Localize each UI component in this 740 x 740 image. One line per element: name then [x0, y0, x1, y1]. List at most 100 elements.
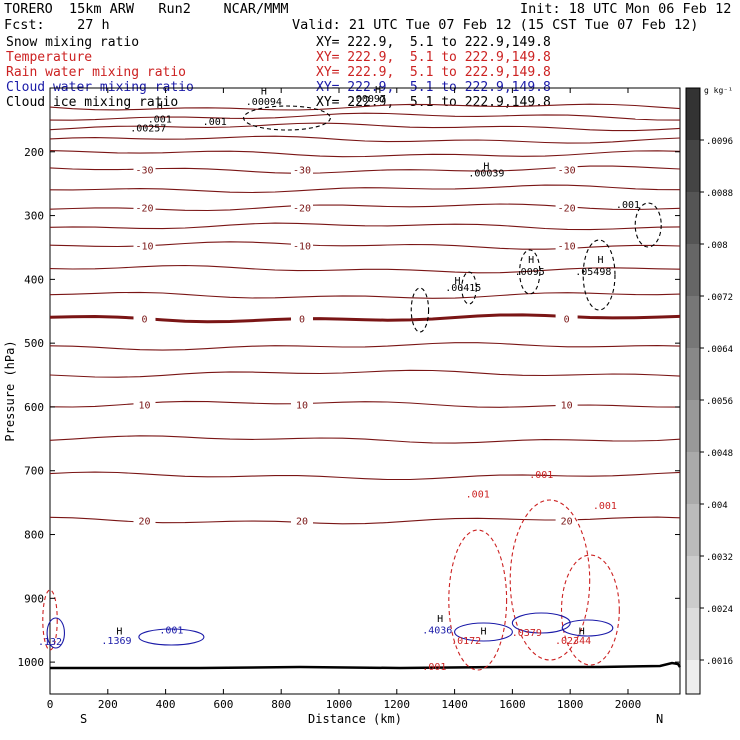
cloud-contour	[454, 622, 513, 642]
contour-value-label: .001	[616, 200, 640, 211]
isotherm-label-bg	[133, 312, 156, 324]
contour-value-label: .00039	[468, 169, 504, 180]
isotherm-line	[49, 222, 681, 231]
colorbar-segment	[686, 192, 700, 244]
isotherm-label-bg	[291, 398, 313, 410]
cloud-contour	[561, 619, 614, 637]
isotherm-label-bg	[555, 514, 578, 526]
contour-value-label: .001	[593, 501, 617, 512]
cloud-contour	[511, 612, 571, 634]
colorbar-segment	[686, 400, 700, 452]
x-axis-north-label: N	[656, 712, 663, 726]
contour-value-label: .0379	[512, 628, 542, 639]
isotherm-label: 0	[299, 314, 305, 325]
isotherm-label: 0	[564, 314, 570, 325]
colorbar-segment	[686, 348, 700, 400]
field-temp-xy: XY= 222.9, 5.1 to 222.9,149.8	[316, 50, 551, 65]
colorbar-tick-label: .0032	[706, 553, 733, 563]
colorbar-tick-label: .004	[706, 501, 728, 511]
contour-value-label: .00094	[246, 97, 282, 108]
colorbar-segment	[686, 244, 700, 296]
contour-value-label: .00257	[130, 123, 166, 134]
maximum-marker: H	[579, 627, 585, 638]
y-tick-label: 500	[24, 337, 44, 350]
maximum-marker: H	[375, 85, 381, 96]
terrain-line	[50, 661, 682, 670]
colorbar-tick-label: .0088	[706, 189, 733, 199]
colorbar-segment	[686, 296, 700, 348]
cloud-contour	[582, 239, 616, 311]
isotherm-label: -10	[135, 242, 153, 253]
maximum-marker: H	[480, 627, 486, 638]
isotherm-label: 20	[296, 516, 308, 527]
isotherm-label: -20	[558, 203, 576, 214]
cloud-contour	[560, 554, 620, 666]
contour-value-label: .001	[203, 117, 227, 128]
isotherm-label-bg	[555, 398, 578, 410]
isotherm-line	[49, 150, 681, 158]
isotherm-label: -10	[558, 242, 576, 253]
cloud-contour	[410, 287, 430, 333]
cloud-contour	[42, 589, 58, 651]
isotherm-label: 10	[561, 400, 573, 411]
contour-value-label: .0095	[515, 267, 545, 278]
isotherm-label: -10	[293, 242, 311, 253]
x-tick-label: 600	[213, 698, 233, 711]
contour-value-label: .00415	[445, 283, 481, 294]
colorbar-tick-label: .0048	[706, 449, 733, 459]
y-tick-label: 200	[24, 146, 44, 159]
colorbar-tick-label: .0064	[706, 345, 733, 355]
field-rain-name: Rain water mixing ratio	[6, 65, 187, 80]
cloud-contour	[46, 617, 65, 649]
isotherm-label: -30	[135, 166, 153, 177]
model-title: TORERO 15km ARW Run2 NCAR/MMM	[4, 1, 289, 17]
cloud-contour	[519, 249, 541, 295]
cloud-contour	[243, 105, 331, 131]
isotherm-label-bg	[133, 201, 156, 213]
isotherm-label-bg	[133, 514, 156, 526]
isotherm-label-bg	[133, 163, 156, 175]
cloud-contour	[448, 529, 508, 671]
x-tick-label: 200	[98, 698, 118, 711]
isotherm-label: 20	[138, 516, 150, 527]
isotherm-label-bg	[555, 201, 578, 213]
isotherm-label: 20	[561, 516, 573, 527]
maximum-marker: H	[261, 86, 267, 97]
x-tick-label: 800	[271, 698, 291, 711]
x-tick-label: 1400	[441, 698, 468, 711]
isotherm-label-bg	[555, 312, 578, 324]
isotherm-label-bg	[291, 163, 313, 175]
init-time: Init: 18 UTC Mon 06 Feb 12	[520, 1, 732, 17]
isotherm-line	[49, 135, 681, 144]
isotherm-line	[49, 291, 681, 299]
y-tick-label: 900	[24, 592, 44, 605]
contour-value-label: .05498	[575, 267, 611, 278]
colorbar-tick-label: .0072	[706, 293, 733, 303]
contour-value-label: .1369	[101, 636, 131, 647]
x-axis-south-label: S	[80, 712, 87, 726]
y-tick-label: 700	[24, 465, 44, 478]
y-tick-label: 600	[24, 401, 44, 414]
contour-value-label: .001	[148, 114, 172, 125]
x-tick-label: 1600	[499, 698, 526, 711]
isotherm-label-bg	[133, 398, 156, 410]
isotherm-label-bg	[291, 312, 313, 324]
valid-time: Valid: 21 UTC Tue 07 Feb 12 (15 CST Tue …	[292, 17, 699, 33]
y-axis-label: Pressure (hPa)	[3, 340, 17, 441]
contour-value-label: .001	[422, 662, 446, 673]
isotherm-label-bg	[291, 201, 313, 213]
isotherm-label-bg	[291, 239, 313, 251]
maximum-marker: H	[437, 614, 443, 625]
isotherm-label: -20	[135, 203, 153, 214]
field-cloudice-name: Cloud ice mixing ratio	[6, 95, 179, 110]
contour-value-label: .001	[159, 625, 183, 636]
isotherm-label: -30	[558, 166, 576, 177]
contour-value-label: .001	[529, 470, 553, 481]
cloud-contour	[634, 202, 662, 248]
isotherm-label: 10	[296, 400, 308, 411]
x-tick-label: 0	[47, 698, 54, 711]
colorbar-tick-label: .0016	[706, 657, 733, 667]
colorbar-tick-label: .0056	[706, 397, 733, 407]
isotherm-line	[49, 342, 681, 351]
